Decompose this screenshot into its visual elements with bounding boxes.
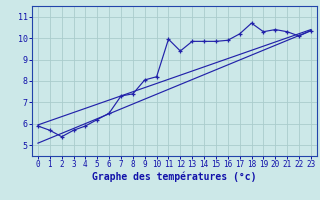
X-axis label: Graphe des températures (°c): Graphe des températures (°c)	[92, 172, 257, 182]
